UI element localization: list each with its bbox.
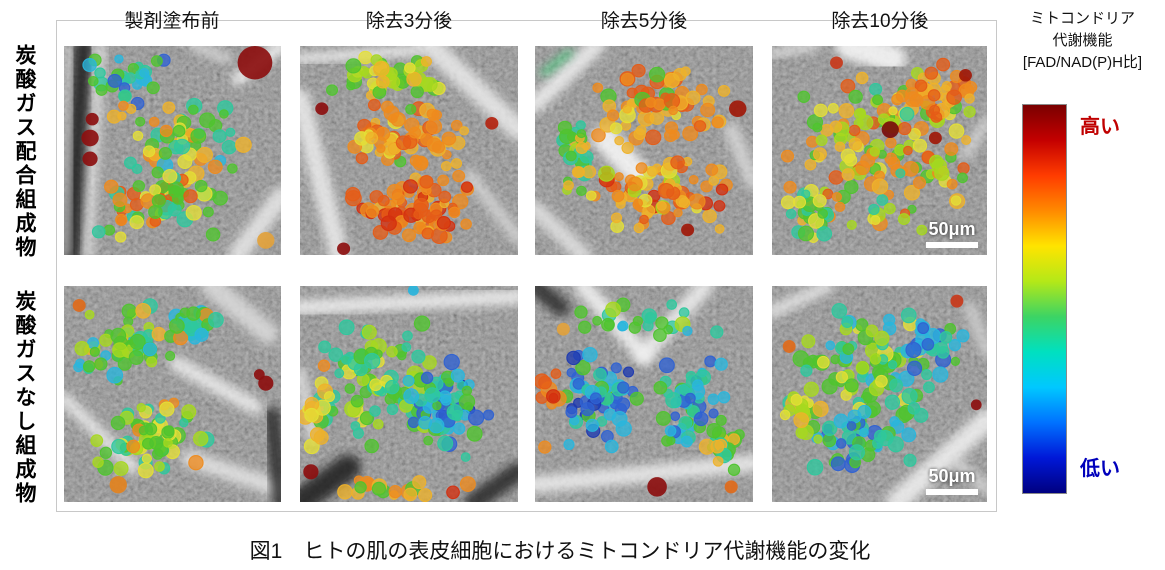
scale-bar-label: 50μm	[928, 219, 976, 240]
micrograph-panel-co2-before	[64, 46, 281, 255]
row-label-co2-composition: 炭酸ガス配合組成物	[4, 28, 44, 276]
column-header-5min-after-removal: 除去5分後	[600, 11, 688, 32]
scale-bar: 50μm	[926, 467, 978, 495]
scale-bar: 50μm	[926, 220, 978, 248]
scale-bar-line	[926, 242, 978, 248]
micrograph-image	[535, 286, 753, 502]
micrograph-image	[64, 286, 281, 502]
colorbar-gradient	[1022, 104, 1067, 494]
row-label-no-co2-composition: 炭酸ガスなし組成物	[4, 282, 44, 514]
micrograph-panel-noco2-10min: 50μm	[772, 286, 987, 502]
legend-title: ミトコンドリア 代謝機能 [FAD/NAD(P)H比]	[1000, 8, 1165, 73]
legend-title-line-2: 代謝機能	[1052, 31, 1113, 49]
legend-title-line-3: [FAD/NAD(P)H比]	[1022, 53, 1143, 71]
micrograph-panel-noco2-5min	[535, 286, 753, 502]
micrograph-image	[535, 46, 753, 255]
column-header-before-application: 製剤塗布前	[124, 11, 220, 32]
micrograph-panel-co2-5min	[535, 46, 753, 255]
row-label-no-co2-text: 炭酸ガスなし組成物	[13, 290, 36, 506]
legend-title-line-1: ミトコンドリア	[1029, 10, 1135, 27]
micrograph-image	[772, 46, 987, 255]
colorbar-high-label: 高い	[1080, 116, 1120, 138]
column-header-10min-after-removal: 除去10分後	[831, 11, 929, 32]
micrograph-panel-co2-3min	[300, 46, 518, 255]
micrograph-image	[772, 286, 987, 502]
column-header-3min-after-removal: 除去3分後	[365, 11, 453, 32]
micrograph-panel-noco2-before	[64, 286, 281, 502]
scale-bar-line	[926, 489, 978, 495]
colorbar-low-label: 低い	[1080, 458, 1120, 480]
row-label-co2-text: 炭酸ガス配合組成物	[13, 44, 36, 260]
micrograph-panel-noco2-3min	[300, 286, 518, 502]
micrograph-image	[300, 46, 518, 255]
micrograph-image	[300, 286, 518, 502]
scale-bar-label: 50μm	[928, 466, 976, 487]
micrograph-panel-co2-10min: 50μm	[772, 46, 987, 255]
figure-caption: 図1 ヒトの肌の表皮細胞におけるミトコンドリア代謝機能の変化	[249, 540, 871, 563]
micrograph-image	[64, 46, 281, 255]
